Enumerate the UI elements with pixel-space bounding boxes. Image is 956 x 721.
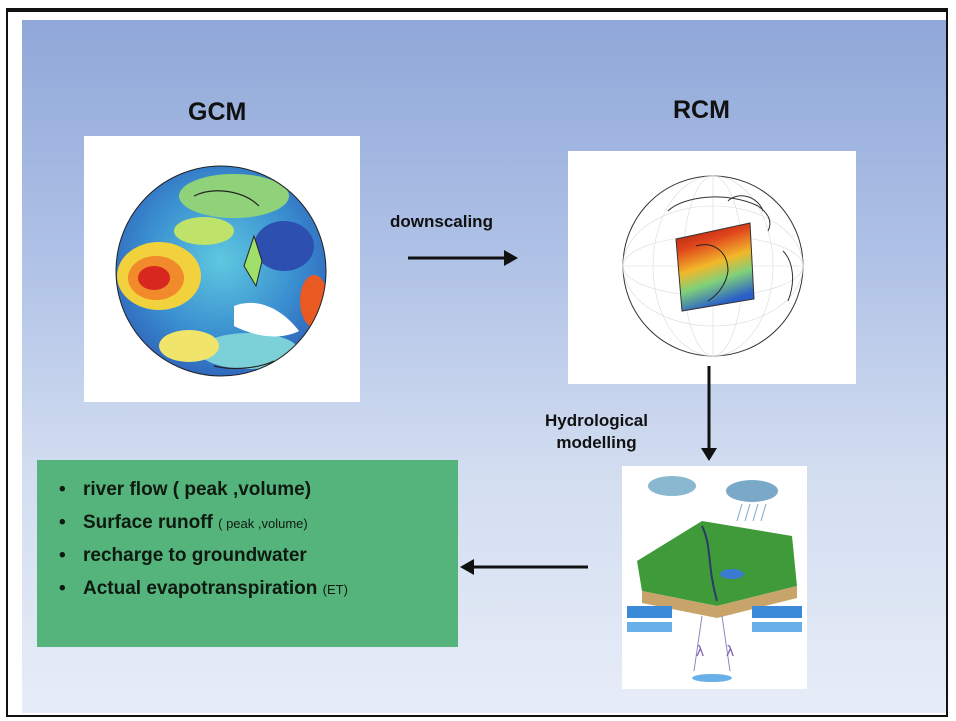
outputs-box: • river flow ( peak ,volume) • Surface run…: [37, 460, 458, 647]
gcm-title: GCM: [188, 98, 247, 126]
hydrology-image: λ λ: [622, 466, 807, 689]
hydrology-landscape-icon: λ λ: [627, 476, 802, 682]
output-item-river-flow: • river flow ( peak ,volume): [59, 479, 312, 500]
gcm-globe-image: [84, 136, 360, 402]
rcm-globe-image: [568, 151, 856, 384]
gcm-globe-icon: [115, 165, 327, 377]
output-item-recharge: • recharge to groundwater: [59, 545, 307, 566]
outputs-list: • river flow ( peak ,volume) • Surface run…: [59, 474, 458, 606]
hydrological-modelling-label: Hydrological modelling: [545, 410, 648, 454]
downscaling-arrow: [408, 250, 518, 266]
hydro-label-line2: modelling: [556, 433, 637, 452]
svg-text:λ: λ: [726, 644, 734, 660]
hydrological-arrow: [701, 366, 717, 461]
rcm-title: RCM: [673, 96, 730, 124]
output-item-evapotranspiration: • Actual evapotranspiration (ET): [59, 578, 348, 599]
hydro-label-line1: Hydrological: [545, 411, 648, 430]
output-arrow: [460, 559, 588, 575]
output-item-surface-runoff: • Surface runoff ( peak ,volume): [59, 512, 308, 533]
downscaling-label: downscaling: [390, 212, 493, 231]
rcm-globe-icon: [622, 175, 804, 357]
svg-text:λ: λ: [696, 644, 704, 660]
